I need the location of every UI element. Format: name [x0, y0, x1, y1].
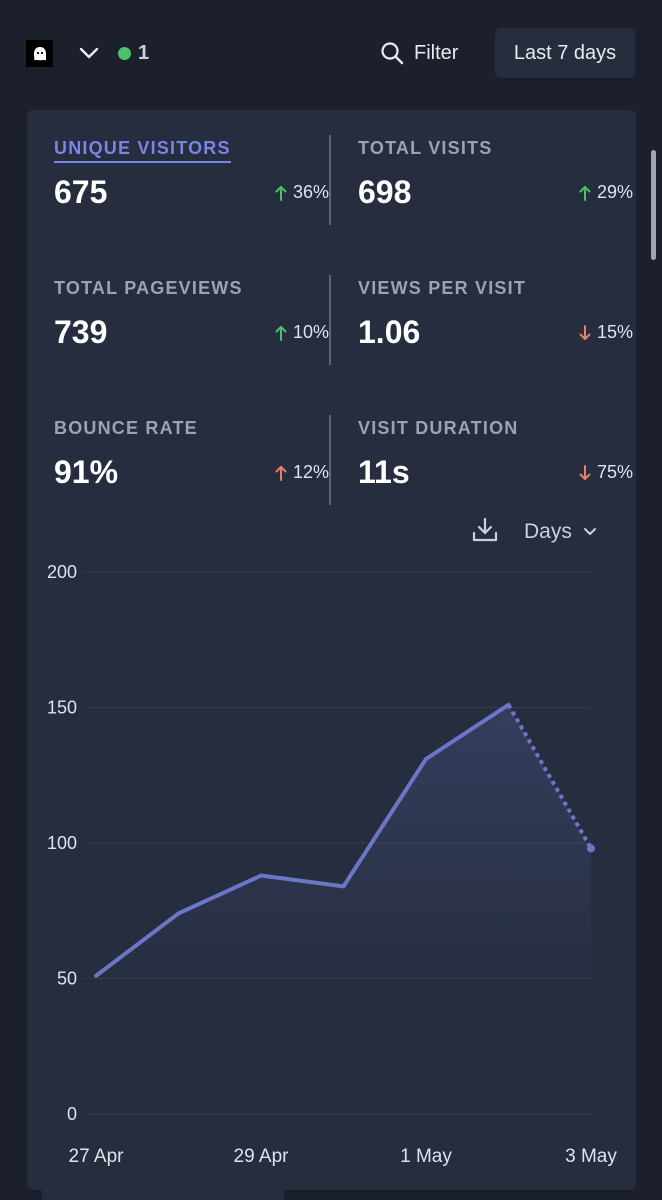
scrollbar[interactable] — [651, 150, 656, 260]
stat-label: VISIT DURATION — [358, 418, 519, 438]
interval-label: Days — [524, 520, 572, 543]
download-icon[interactable] — [471, 516, 499, 544]
stat-divider — [329, 415, 331, 505]
stat-value: 91% — [54, 454, 119, 490]
stat-bounce-rate[interactable]: BOUNCE RATE 91% 12% — [54, 390, 329, 500]
filter-button[interactable]: Filter — [380, 36, 458, 70]
stat-visit-duration[interactable]: VISIT DURATION 11s 75% — [358, 390, 633, 500]
stat-value: 675 — [54, 174, 108, 210]
stat-divider — [329, 135, 331, 225]
interval-selector[interactable]: Days — [524, 518, 598, 546]
stat-label: BOUNCE RATE — [54, 418, 198, 438]
stat-change: 12% — [275, 462, 329, 483]
stat-change: 10% — [275, 322, 329, 343]
chart-area-fill — [96, 704, 591, 979]
y-tick-label: 150 — [47, 698, 77, 718]
stat-unique-visitors[interactable]: UNIQUE VISITORS 675 36% — [54, 110, 329, 220]
stat-total-pageviews[interactable]: TOTAL PAGEVIEWS 739 10% — [54, 250, 329, 360]
stat-change: 36% — [275, 182, 329, 203]
chevron-down-icon — [582, 524, 598, 540]
visitors-line-chart[interactable]: 0 50 100 150 200 27 Apr 29 Apr 1 May 3 May — [27, 550, 636, 1190]
arrow-down-icon — [579, 324, 591, 340]
x-tick-label: 27 Apr — [69, 1146, 125, 1167]
arrow-down-icon — [579, 464, 591, 480]
live-indicator-dot — [118, 47, 131, 60]
x-tick-label: 3 May — [565, 1146, 617, 1167]
stat-label: TOTAL VISITS — [358, 138, 493, 158]
stat-change-value: 29% — [596, 182, 633, 202]
stat-value: 739 — [54, 314, 108, 350]
stat-views-per-visit[interactable]: VIEWS PER VISIT 1.06 15% — [358, 250, 633, 360]
ghost-logo-icon[interactable] — [26, 40, 53, 67]
stat-label: UNIQUE VISITORS — [54, 138, 231, 163]
x-tick-label: 29 Apr — [234, 1146, 290, 1167]
y-tick-label: 50 — [57, 969, 77, 989]
stat-change-value: 75% — [596, 462, 633, 482]
stat-change-value: 10% — [292, 322, 329, 342]
arrow-up-icon — [275, 325, 287, 341]
arrow-up-icon — [275, 185, 287, 201]
stat-value: 1.06 — [358, 314, 421, 350]
stat-change: 15% — [579, 322, 633, 343]
stat-total-visits[interactable]: TOTAL VISITS 698 29% — [358, 110, 633, 220]
stats-card: UNIQUE VISITORS 675 36% TOTAL VISITS 698 29% T… — [27, 110, 636, 1190]
stat-change: 75% — [579, 462, 633, 483]
stat-value: 698 — [358, 174, 412, 210]
stat-change: 29% — [579, 182, 633, 203]
stat-label: TOTAL PAGEVIEWS — [54, 278, 243, 298]
filter-label: Filter — [414, 41, 459, 64]
y-tick-label: 100 — [47, 833, 77, 853]
y-tick-label: 0 — [67, 1104, 77, 1124]
stat-change-value: 12% — [292, 462, 329, 482]
current-visitors-count[interactable]: 1 — [138, 42, 150, 64]
stat-label: VIEWS PER VISIT — [358, 278, 527, 298]
next-card-edge — [42, 1186, 284, 1200]
arrow-up-icon — [275, 465, 287, 481]
series-line-incomplete — [506, 703, 593, 850]
data-point — [587, 844, 595, 853]
stat-value: 11s — [358, 454, 410, 490]
arrow-up-icon — [579, 185, 591, 201]
stat-change-value: 36% — [292, 182, 329, 202]
period-selector[interactable]: Last 7 days — [495, 28, 635, 78]
y-tick-label: 200 — [47, 562, 77, 582]
x-tick-label: 1 May — [400, 1146, 452, 1167]
stat-change-value: 15% — [596, 322, 633, 342]
top-bar: 1 Filter Last 7 days — [0, 0, 662, 108]
series-line — [94, 702, 511, 978]
chevron-down-icon[interactable] — [76, 40, 102, 66]
search-icon — [380, 41, 404, 65]
stat-divider — [329, 275, 331, 365]
